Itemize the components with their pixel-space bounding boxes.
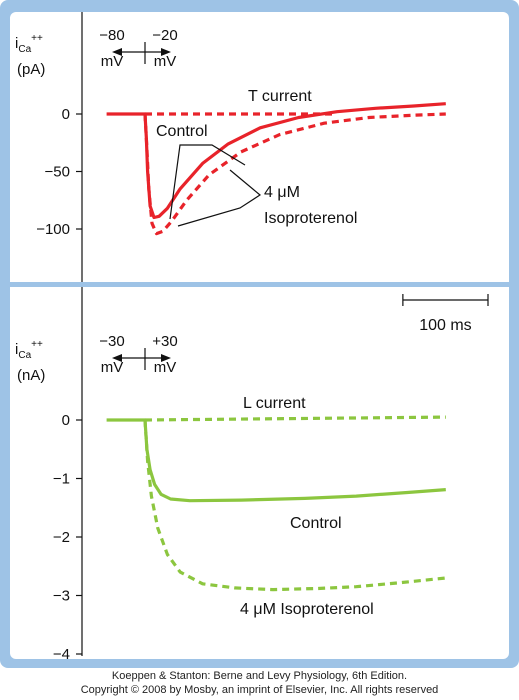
top-y-tick-label: −50 (45, 164, 70, 181)
top-test-voltage-unit: mV (154, 53, 177, 70)
l-current-panel (10, 287, 509, 659)
bottom-control-label: Control (290, 515, 342, 532)
top-series-control (106, 102, 446, 220)
scale-bar-label: 100 ms (419, 317, 471, 334)
t-current-panel (10, 12, 509, 282)
top-holding-voltage: −80 (99, 27, 124, 44)
bottom-y-tick-label: −2 (53, 529, 70, 546)
bottom-y-tick-label: −1 (53, 471, 70, 488)
top-series-4-m-isoproterenol (143, 112, 446, 236)
bottom-y-axis-label: iCa++ (15, 339, 43, 361)
bottom-y-tick-label: −4 (53, 646, 70, 663)
top-current-label: T current (248, 88, 312, 105)
bottom-step-arrow-right (161, 354, 171, 362)
bottom-series-4-m-isoproterenol (143, 419, 446, 592)
top-iso-label-line1: 4 μM (264, 184, 300, 201)
bottom-holding-voltage: −30 (99, 333, 124, 350)
bottom-test-voltage: +30 (152, 333, 177, 350)
bottom-y-axis-unit: (nA) (17, 367, 45, 384)
top-test-voltage: −20 (152, 27, 177, 44)
top-y-tick-label: −100 (36, 221, 70, 238)
top-control-label: Control (156, 123, 208, 140)
top-y-axis-unit: (pA) (17, 61, 45, 78)
footer-citation: Koeppen & Stanton: Berne and Levy Physio… (111, 670, 408, 682)
bottom-y-tick-label: 0 (62, 412, 70, 429)
top-step-arrow-right (161, 48, 171, 56)
bottom-holding-voltage-unit: mV (101, 359, 124, 376)
bottom-y-tick-label: −3 (53, 588, 70, 605)
top-iso-label-line2: Isoproterenol (264, 210, 357, 227)
top-y-tick-label: 0 (62, 106, 70, 123)
bottom-iso-label: 4 μM Isoproterenol (240, 601, 374, 618)
bottom-series-l-current (144, 415, 446, 422)
bottom-series-control (106, 418, 446, 503)
top-y-axis-label: iCa++ (15, 33, 43, 55)
figure-frame (0, 0, 519, 668)
footer-copyright: Copyright © 2008 by Mosby, an imprint of… (80, 684, 439, 696)
bottom-step-arrow-left (112, 354, 122, 362)
bottom-current-label: L current (243, 395, 306, 412)
top-step-arrow-left (112, 48, 122, 56)
top-iso-leader (177, 169, 262, 227)
bottom-test-voltage-unit: mV (154, 359, 177, 376)
top-control-leader (169, 144, 246, 220)
top-holding-voltage-unit: mV (101, 53, 124, 70)
